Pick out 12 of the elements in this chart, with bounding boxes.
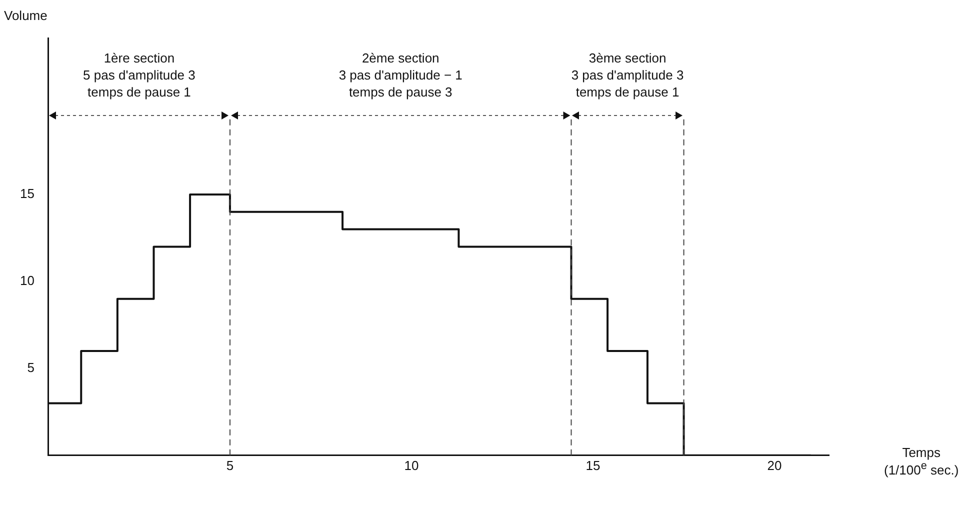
y-tick-label: 15 <box>20 186 34 202</box>
y-tick-label: 5 <box>27 360 34 376</box>
annotation: 3ème section 3 pas d'amplitude 3 temps de pause 1 <box>571 50 684 100</box>
x-tick-label: 10 <box>404 458 419 473</box>
x-axis-title: Temps (1/100$^{e}$ sec.) <box>884 445 959 478</box>
annotation: 1ère section 5 pas d'amplitude 3 temps de pause 1 <box>83 50 196 100</box>
x-tick-label: 20 <box>767 458 782 473</box>
annotation: 2ème section 3 pas d'amplitude − 1 temps de pause 3 <box>338 50 462 100</box>
y-axis-title: Volume <box>4 8 48 23</box>
x-tick-label: 5 <box>226 458 234 473</box>
x-tick-label: 15 <box>586 458 600 473</box>
y-tick-label: 10 <box>20 273 34 288</box>
